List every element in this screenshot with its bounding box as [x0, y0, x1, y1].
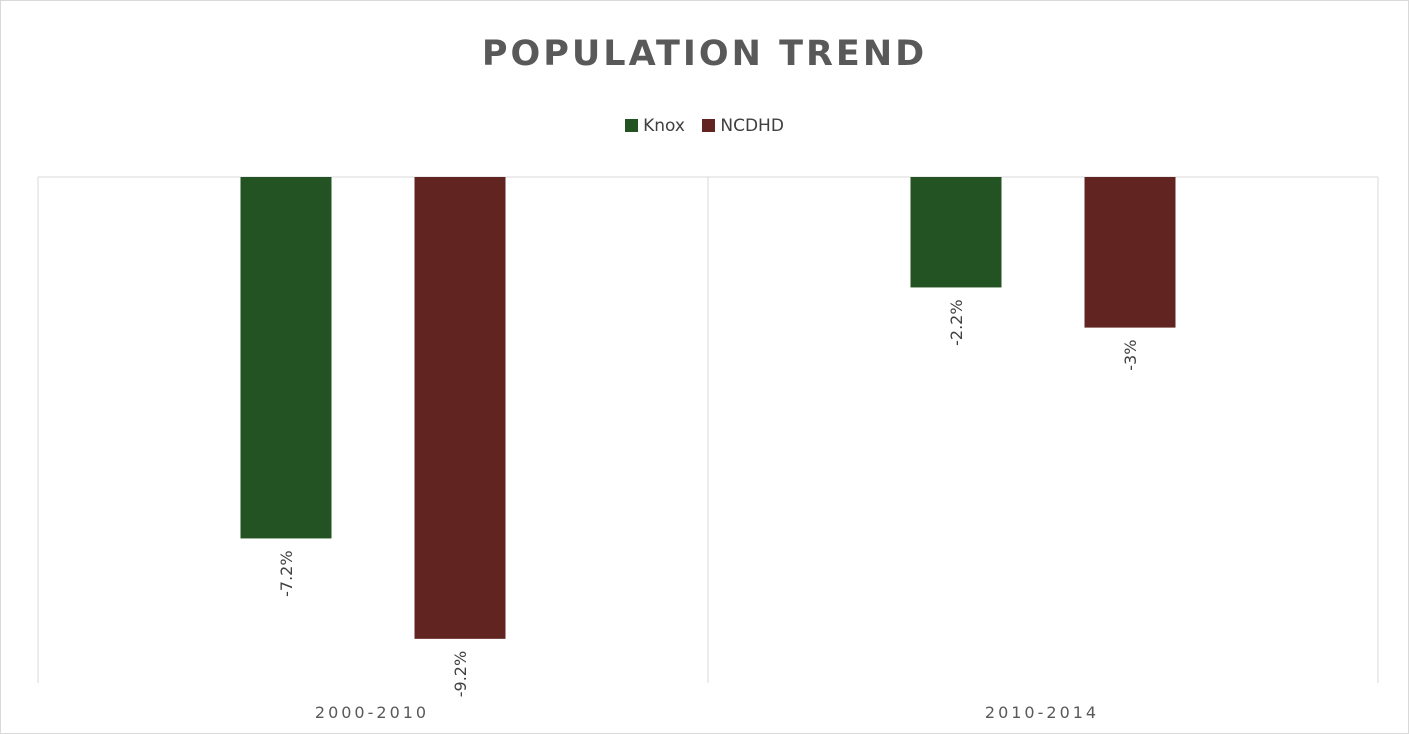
data-label: -3%	[1121, 340, 1140, 371]
legend-item-ncdhd: NCDHD	[702, 116, 784, 136]
data-label: -7.2%	[277, 550, 296, 596]
bar-ncdhd-2010-2014	[1084, 177, 1176, 328]
data-label: -9.2%	[451, 651, 470, 697]
bar-knox-2000-2010	[240, 177, 332, 539]
data-label: -2.2%	[947, 299, 966, 345]
bar-knox-2010-2014	[910, 177, 1002, 288]
bar-ncdhd-2000-2010	[414, 177, 506, 639]
legend: Knox NCDHD	[0, 116, 1409, 136]
legend-swatch-ncdhd	[702, 119, 716, 132]
legend-swatch-knox	[625, 119, 639, 132]
legend-item-knox: Knox	[625, 116, 685, 136]
legend-label-knox: Knox	[643, 116, 685, 136]
category-label: 2010-2014	[985, 703, 1099, 722]
chart-title: POPULATION TREND	[481, 34, 928, 74]
legend-label-ncdhd: NCDHD	[720, 116, 784, 136]
category-label: 2000-2010	[315, 703, 429, 722]
